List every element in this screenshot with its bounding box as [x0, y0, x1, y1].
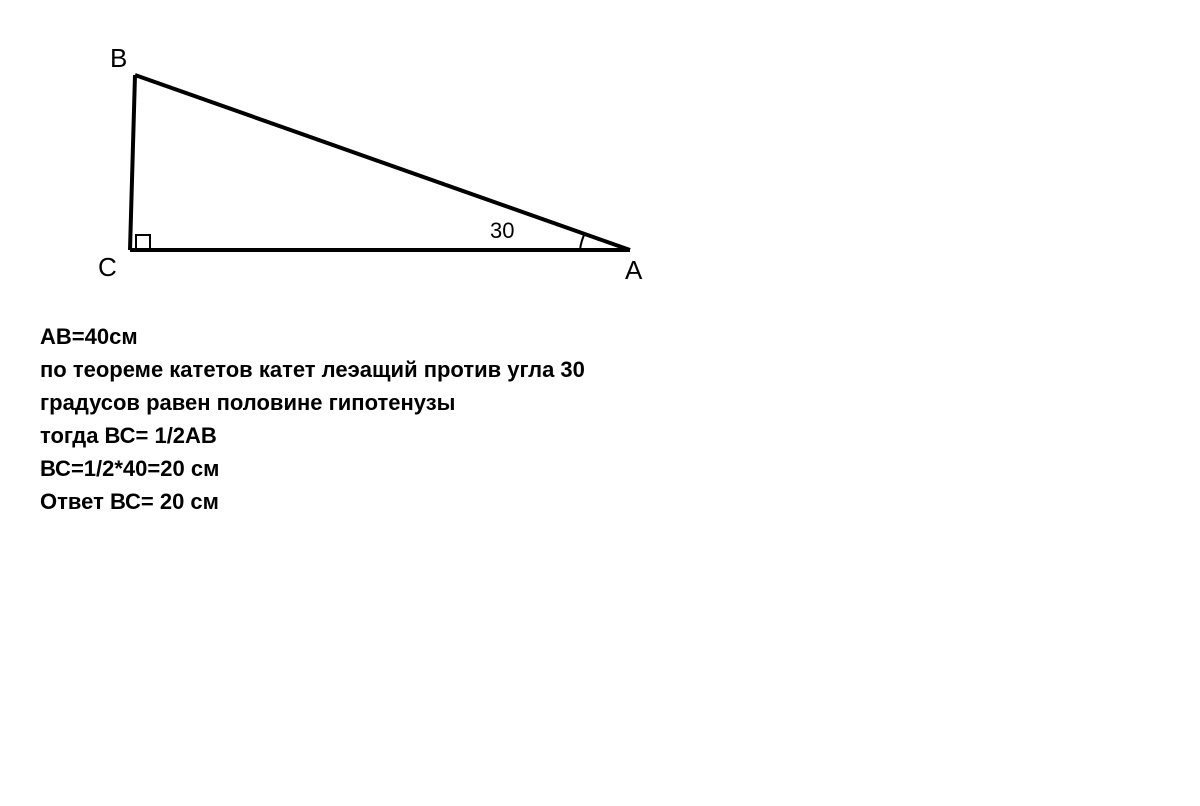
- solution-text: АВ=40см по теореме катетов катет леэащий…: [40, 320, 585, 518]
- side-ba: [135, 75, 630, 250]
- angle-arc: [580, 233, 585, 250]
- vertex-label-a: A: [625, 255, 642, 286]
- triangle-svg: [60, 40, 660, 300]
- solution-line-3: градусов равен половине гипотенузы: [40, 386, 585, 419]
- side-bc: [130, 75, 135, 250]
- angle-30-label: 30: [490, 218, 514, 244]
- vertex-label-b: B: [110, 43, 127, 74]
- right-angle-marker: [136, 235, 150, 249]
- solution-line-6: Ответ ВС= 20 см: [40, 485, 585, 518]
- solution-line-1: АВ=40см: [40, 320, 585, 353]
- solution-line-5: ВС=1/2*40=20 см: [40, 452, 585, 485]
- solution-line-2: по теореме катетов катет леэащий против …: [40, 353, 585, 386]
- triangle-diagram: B C A 30: [60, 40, 660, 300]
- vertex-label-c: C: [98, 252, 117, 283]
- solution-line-4: тогда ВС= 1/2АВ: [40, 419, 585, 452]
